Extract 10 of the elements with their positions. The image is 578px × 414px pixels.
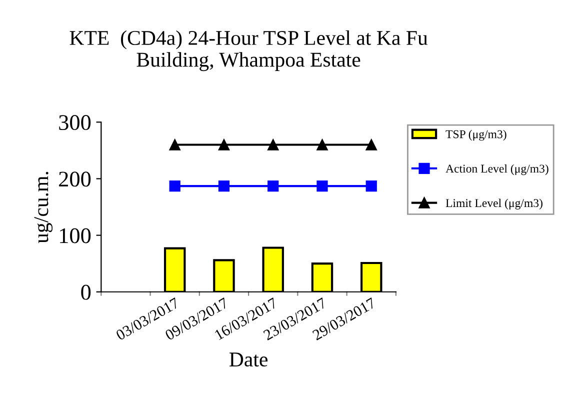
chart-title: KTE (CD4a) 24-Hour TSP Level at Ka Fu Building, Whampoa Estate bbox=[70, 30, 428, 72]
y-tick-label: 0 bbox=[81, 284, 91, 300]
y-axis-title: ug/cu.m. bbox=[34, 172, 53, 244]
y-tick-label: 300 bbox=[59, 115, 91, 130]
legend-label: Limit Level (μg/m3) bbox=[446, 198, 542, 210]
y-tick-label: 200 bbox=[59, 172, 91, 187]
y-tick-label: 100 bbox=[60, 228, 91, 244]
legend-label: Action Level (μg/m3) bbox=[446, 164, 548, 176]
x-axis-title: Date bbox=[229, 352, 268, 367]
legend-label: TSP (μg/m3) bbox=[446, 130, 506, 141]
